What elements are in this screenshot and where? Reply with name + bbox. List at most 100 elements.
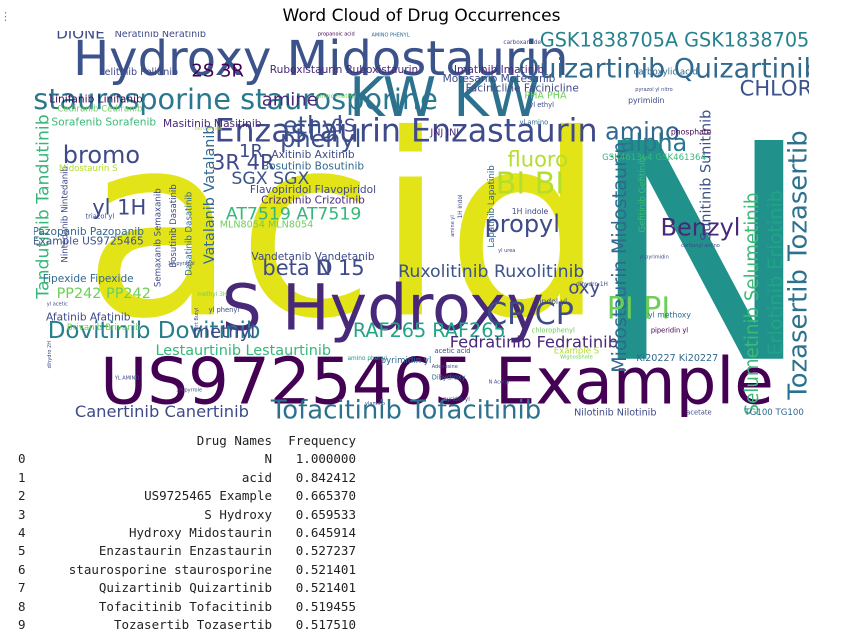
word-cloud-word: DIONE: [56, 31, 104, 43]
word-cloud-word: Dihydroxy: [432, 373, 466, 381]
word-cloud-word: Benzyl: [661, 214, 741, 242]
frequency-cell: 0.521401: [295, 561, 356, 577]
word-cloud-word: Tofacitinib Tofacitinib: [270, 395, 541, 421]
word-cloud-word: 1R: [239, 141, 263, 162]
word-cloud-word: Semaxanib Semaxanib: [154, 188, 164, 287]
word-cloud-word: yl amino: [520, 119, 549, 127]
word-cloud-word: amino phenyl: [347, 356, 387, 362]
word-cloud-word: propyl: [485, 210, 560, 238]
word-cloud-word: yl phenyl: [209, 306, 240, 314]
table-row: 6 staurosporine staurosporine 0.521401: [18, 561, 356, 579]
word-cloud-word: JNJ JNJ: [429, 127, 459, 138]
row-index: 4: [18, 525, 26, 541]
table-row: 9 Tozasertib Tozasertib 0.517510: [18, 616, 356, 634]
word-cloud-word: Nintedanib Nintedanib: [61, 166, 71, 263]
word-cloud-word: dihydro 1H: [576, 282, 608, 288]
frequency-cell: 0.517510: [295, 617, 356, 633]
row-index: 3: [18, 506, 26, 522]
row-index: 5: [18, 543, 26, 559]
word-cloud-word: staurosporine staurosporine: [34, 82, 438, 116]
column-header-drug-names: Drug Names: [196, 433, 272, 448]
word-cloud-word: Pazopanib Pazopanib: [34, 226, 144, 238]
word-cloud-word: carboxylic acid: [634, 67, 698, 77]
word-cloud-word: yl urea: [498, 248, 515, 254]
frequency-cell: 0.527237: [295, 543, 356, 559]
word-cloud-word: acetate: [686, 408, 711, 416]
frequency-cell: 0.842412: [295, 469, 356, 485]
word-cloud-word: benzamide: [195, 126, 223, 132]
dataframe-table: Drug Names Frequency 0 N 1.000000 1 acid 0.84…: [18, 432, 356, 634]
word-cloud-word: Sunitinib Sunitinib: [699, 110, 715, 241]
drug-name-cell: Tozasertib Tozasertib: [113, 617, 272, 633]
word-cloud-word: KW KW: [349, 66, 540, 129]
word-cloud-word: 1H indol: [458, 194, 464, 218]
word-cloud-word: yl pyrimidin: [639, 255, 669, 261]
word-cloud-word: pyridin yl: [443, 397, 470, 403]
word-cloud-word: Adenosine: [432, 364, 458, 370]
table-row: 7 Quizartinib Quizartinib 0.521401: [18, 579, 356, 597]
word-cloud-word: N 15: [316, 256, 365, 280]
cell-run-indicator-icon[interactable]: ⋮: [0, 10, 11, 23]
row-index: 6: [18, 561, 26, 577]
frequency-cell: 0.665370: [295, 488, 356, 504]
word-cloud-word: CHLORO: [740, 77, 809, 101]
drug-name-cell: Hydroxy Midostaurin: [129, 525, 272, 541]
word-cloud-word: acetic acid: [434, 347, 470, 355]
word-cloud-word: yl methoxy: [648, 311, 691, 320]
word-cloud-word: Axitinib Axitinib: [271, 149, 355, 161]
word-cloud-word: fluoro: [508, 147, 568, 171]
word-cloud-word: pyrimidin: [628, 96, 664, 105]
drug-name-cell: S Hydroxy: [204, 506, 272, 522]
word-cloud-word: ethyl: [283, 112, 343, 140]
word-cloud-word: BI BI: [496, 167, 564, 202]
word-cloud-word: GSK1838705A GSK1838705A: [540, 31, 809, 52]
chart-title: Word Cloud of Drug Occurrences: [282, 6, 561, 26]
word-cloud-word: Fipexide Fipexide: [43, 273, 134, 285]
word-cloud-word: Hydroxy Midostaurin: [73, 31, 568, 87]
word-cloud-word: 3R 4R: [212, 151, 275, 175]
word-cloud-word: amino: [605, 117, 680, 145]
word-cloud-word: beta D: [262, 256, 332, 280]
word-cloud-word: YL AMINO: [114, 376, 139, 382]
word-cloud-word: Afatinib Afatinib: [46, 312, 131, 324]
row-index: 2: [18, 488, 26, 504]
word-cloud-word: SGX SGX: [231, 169, 309, 189]
word-cloud-word: amine yl: [450, 215, 456, 237]
word-cloud-word: yl 1H: [92, 195, 146, 219]
word-cloud-word: bromo: [63, 141, 140, 169]
word-cloud-word: pyrazol yl nitro: [635, 87, 672, 93]
frequency-cell: 0.645914: [295, 525, 356, 541]
word-cloud-word: Selumetinib Selumetinib: [742, 193, 763, 416]
drug-name-cell: staurosporine staurosporine: [68, 561, 272, 577]
word-cloud-word: ylamino: [365, 401, 385, 407]
word-cloud-word: Ruxolitinib Ruxolitinib: [398, 262, 584, 282]
table-row: 0 N 1.000000: [18, 450, 356, 468]
word-cloud-word: Example US9725465: [34, 236, 144, 248]
word-cloud-word: piperidin yl: [651, 327, 688, 335]
word-cloud-word: Dovitinib Dovitinib: [48, 318, 261, 344]
word-cloud-word: PP242 PP242: [57, 286, 151, 302]
table-row: 3 S Hydroxy 0.659533: [18, 506, 356, 524]
word-cloud-word: Quizartinib Quizartinib: [518, 54, 809, 85]
word-cloud-word: alpha: [621, 129, 688, 157]
drug-name-cell: acid: [241, 469, 272, 485]
word-cloud-word: Sorafenib Sorafenib: [51, 117, 156, 129]
word-cloud-word: 1H pyrrole: [176, 387, 202, 393]
word-cloud-word: 1H pyrazol: [168, 261, 195, 267]
word-cloud-word: Ruboxistaurin Ruboxistaurin: [270, 64, 419, 76]
word-cloud-word: CP CP: [486, 297, 574, 332]
table-row: 2 US9725465 Example 0.665370: [18, 487, 356, 505]
row-index: 9: [18, 617, 26, 633]
table-row: 1 acid 0.842412: [18, 469, 356, 487]
word-cloud-word: acid: [83, 81, 606, 374]
table-row: 4 Hydroxy Midostaurin 0.645914: [18, 524, 356, 542]
row-index: 8: [18, 598, 26, 614]
word-cloud-word: chlorophenyl: [532, 327, 575, 335]
word-cloud-word: Midostaurin S: [59, 164, 118, 174]
word-cloud-word: methyl: [193, 321, 256, 342]
word-cloud-word: triazol yl: [86, 212, 115, 220]
word-cloud-word: MLN8054 MLN8054: [220, 219, 313, 230]
word-cloud-word: pyrimidin yl: [381, 356, 432, 366]
word-cloud-word: carbonyl amino: [681, 243, 720, 249]
